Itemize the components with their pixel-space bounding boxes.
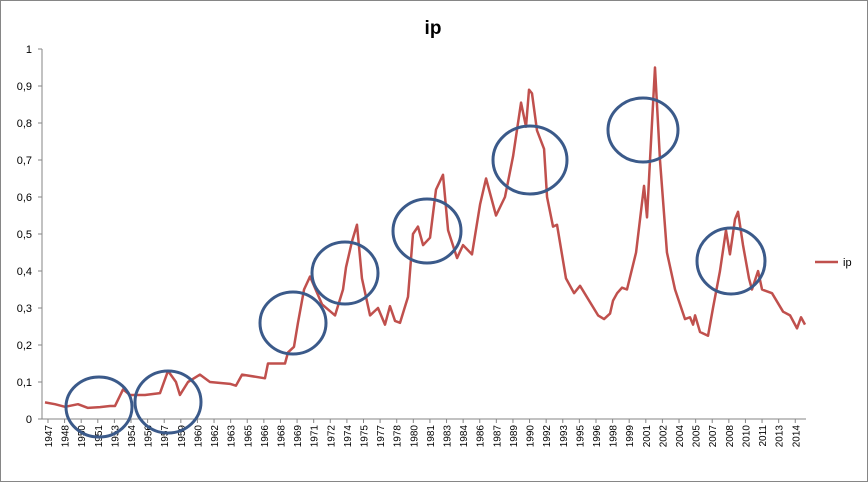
x-tick-label: 2004 <box>675 425 686 448</box>
x-tick-label: 1957 <box>160 425 171 448</box>
y-tick-label: 0,6 <box>17 192 32 204</box>
x-tick-label: 1971 <box>310 425 321 448</box>
y-tick-label: 1 <box>26 44 32 56</box>
x-tick-label: 1963 <box>227 425 238 448</box>
x-tick-label: 1956 <box>144 425 155 448</box>
highlight-circle <box>695 226 767 296</box>
y-tick-label: 0,1 <box>17 377 32 389</box>
y-tick-label: 0,4 <box>17 266 32 278</box>
x-tick-label: 1996 <box>592 425 603 448</box>
legend-label: ip <box>843 257 852 269</box>
x-tick-label: 1986 <box>476 425 487 448</box>
y-tick-label: 0,3 <box>17 303 32 315</box>
x-tick-label: 2002 <box>658 425 669 448</box>
x-tick-label: 1980 <box>409 425 420 448</box>
x-tick-label: 1959 <box>177 425 188 448</box>
x-tick-label: 1960 <box>193 425 204 448</box>
x-tick-label: 1954 <box>127 425 138 448</box>
highlight-circle <box>64 375 134 439</box>
x-tick-label: 2013 <box>775 425 786 448</box>
x-tick-label: 1974 <box>343 425 354 448</box>
x-tick-label: 1950 <box>77 425 88 448</box>
x-tick-label: 1995 <box>575 425 586 448</box>
highlight-circle <box>310 240 380 306</box>
x-tick-label: 1948 <box>61 425 72 448</box>
x-tick-label: 1966 <box>260 425 271 448</box>
y-tick-label: 0 <box>26 414 32 426</box>
y-tick-label: 0,2 <box>17 340 32 352</box>
x-tick-label: 1968 <box>276 425 287 448</box>
x-tick-label: 2008 <box>725 425 736 448</box>
data-line <box>44 66 807 410</box>
y-tick-label: 0,8 <box>17 118 32 130</box>
x-tick-label: 1998 <box>609 425 620 448</box>
x-tick-label: 2007 <box>708 425 719 448</box>
x-tick-label: 1977 <box>376 425 387 448</box>
x-tick-label: 2010 <box>741 425 752 448</box>
x-tick-label: 1999 <box>625 425 636 448</box>
x-tick-label: 1983 <box>443 425 454 448</box>
highlight-circle <box>606 96 680 164</box>
x-tick-label: 1984 <box>459 425 470 448</box>
x-tick-label: 2011 <box>758 425 769 447</box>
chart-title: ip <box>425 18 442 39</box>
highlight-circle <box>133 369 203 435</box>
x-tick-label: 2014 <box>791 425 802 448</box>
highlight-circle <box>391 197 463 265</box>
x-tick-label: 1987 <box>492 425 503 448</box>
x-tick-label: 1972 <box>326 425 337 448</box>
x-tick-label: 1993 <box>559 425 570 448</box>
x-tick-label: 1947 <box>44 425 55 448</box>
x-tick-label: 1975 <box>359 425 370 448</box>
x-tick-label: 1953 <box>110 425 121 448</box>
y-tick-label: 0,5 <box>17 229 32 241</box>
highlight-circle <box>491 124 569 196</box>
x-tick-label: 1992 <box>542 425 553 448</box>
x-tick-label: 1969 <box>293 425 304 448</box>
highlight-circle <box>258 290 328 356</box>
x-tick-label: 1978 <box>393 425 404 448</box>
x-tick-label: 2005 <box>692 425 703 448</box>
x-tick-label: 1989 <box>509 425 520 448</box>
y-tick-label: 0,7 <box>17 155 32 167</box>
annotations <box>64 96 767 439</box>
x-tick-label: 1990 <box>526 425 537 448</box>
x-tick-label: 1981 <box>426 425 437 448</box>
x-tick-label: 2001 <box>642 425 653 448</box>
plot-area: 0 0,1 0,2 0,3 0,4 0,5 0,6 0,7 0,8 0,9 1 1947 1948 195… <box>17 44 807 448</box>
y-tick-label: 0,9 <box>17 81 32 93</box>
x-tick-label: 1965 <box>243 425 254 448</box>
x-tick-label: 1962 <box>210 425 221 448</box>
